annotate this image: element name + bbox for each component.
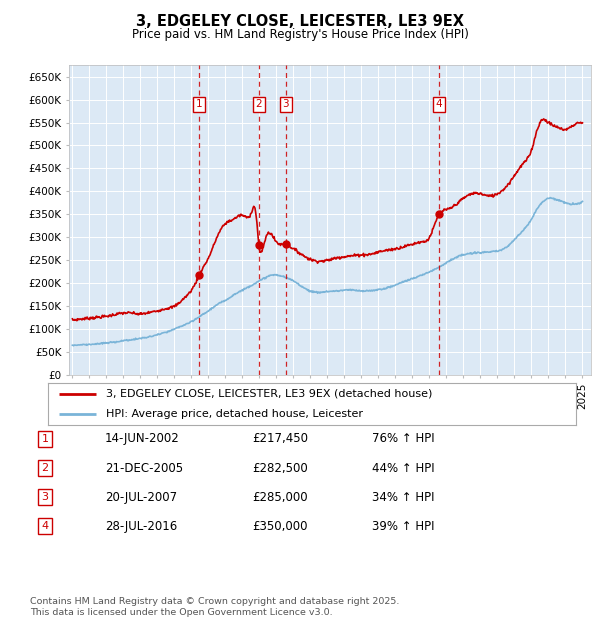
Text: HPI: Average price, detached house, Leicester: HPI: Average price, detached house, Leic…	[106, 409, 363, 419]
Text: £217,450: £217,450	[252, 433, 308, 445]
Text: 3: 3	[41, 492, 49, 502]
Text: 44% ↑ HPI: 44% ↑ HPI	[372, 462, 434, 474]
Text: 4: 4	[41, 521, 49, 531]
Text: Price paid vs. HM Land Registry's House Price Index (HPI): Price paid vs. HM Land Registry's House …	[131, 28, 469, 40]
Text: £282,500: £282,500	[252, 462, 308, 474]
Text: 76% ↑ HPI: 76% ↑ HPI	[372, 433, 434, 445]
Text: 39% ↑ HPI: 39% ↑ HPI	[372, 520, 434, 533]
Text: 1: 1	[196, 99, 202, 109]
Text: Contains HM Land Registry data © Crown copyright and database right 2025.
This d: Contains HM Land Registry data © Crown c…	[30, 598, 400, 617]
Text: 20-JUL-2007: 20-JUL-2007	[105, 491, 177, 503]
Text: 3, EDGELEY CLOSE, LEICESTER, LE3 9EX: 3, EDGELEY CLOSE, LEICESTER, LE3 9EX	[136, 14, 464, 29]
Text: 21-DEC-2005: 21-DEC-2005	[105, 462, 183, 474]
Text: 34% ↑ HPI: 34% ↑ HPI	[372, 491, 434, 503]
Text: 14-JUN-2002: 14-JUN-2002	[105, 433, 180, 445]
Text: 4: 4	[436, 99, 442, 109]
Text: 2: 2	[256, 99, 262, 109]
Text: 3: 3	[283, 99, 289, 109]
Text: £350,000: £350,000	[252, 520, 308, 533]
Text: 1: 1	[41, 434, 49, 444]
Text: 3, EDGELEY CLOSE, LEICESTER, LE3 9EX (detached house): 3, EDGELEY CLOSE, LEICESTER, LE3 9EX (de…	[106, 389, 433, 399]
Text: £285,000: £285,000	[252, 491, 308, 503]
Text: 28-JUL-2016: 28-JUL-2016	[105, 520, 177, 533]
Text: 2: 2	[41, 463, 49, 473]
